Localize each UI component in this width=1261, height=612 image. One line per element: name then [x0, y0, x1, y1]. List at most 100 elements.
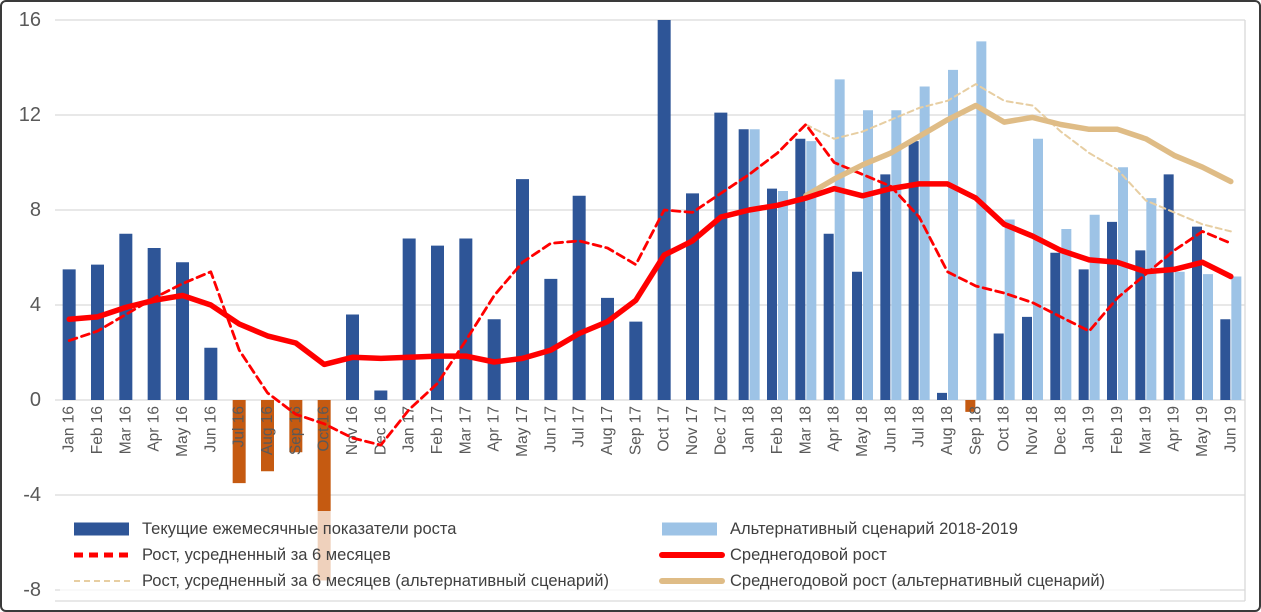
bar-alt-Jun18: [891, 110, 902, 400]
legend-label: Текущие ежемесячные показатели роста: [142, 520, 457, 538]
bar-current-Sep18: [965, 400, 976, 412]
x-tick-label: Feb 18: [769, 406, 786, 454]
y-tick-label: 4: [30, 294, 41, 316]
bar-alt-Apr18: [834, 79, 845, 400]
x-tick-label: Jan 18: [741, 406, 758, 453]
x-tick-label: Jun 17: [542, 406, 559, 453]
x-tick-label: Nov 16: [344, 406, 361, 455]
bar-alt-Jul18: [919, 86, 930, 400]
x-tick-label: May 19: [1194, 406, 1211, 457]
bar-current-Mar19: [1135, 250, 1146, 400]
y-tick-label: -8: [23, 579, 41, 601]
legend-swatch-current-bars: [74, 522, 129, 536]
bar-alt-May19: [1203, 274, 1213, 400]
legend-label: Рост, усредненный за 6 месяцев (альтерна…: [142, 572, 609, 590]
y-tick-label: 8: [30, 199, 41, 221]
bar-current-Jul17: [572, 195, 586, 400]
x-tick-label: Jan 19: [1081, 406, 1098, 453]
bar-current-Mar18: [795, 138, 806, 400]
y-tick-label: 0: [30, 389, 41, 411]
x-tick-label: May 16: [174, 406, 191, 457]
bar-current-Apr16: [147, 248, 161, 400]
bar-current-Jan16: [62, 269, 76, 400]
bar-alt-Feb19: [1118, 167, 1128, 400]
bar-current-Dec17: [714, 112, 728, 400]
bar-current-Feb17: [431, 245, 444, 400]
line-annual-avg-alt: [803, 102, 1234, 199]
bar-alt-Jun19: [1231, 276, 1242, 400]
bar-alt-Jan18: [749, 129, 760, 400]
x-tick-label: Apr 16: [146, 406, 163, 452]
bar-current-Jun19: [1220, 319, 1231, 400]
bar-alt-Jan19: [1089, 214, 1100, 400]
x-tick-label: Oct 18: [996, 406, 1013, 452]
line-annual-avg: [66, 181, 1234, 368]
x-tick-label: Aug 17: [599, 406, 616, 455]
bar-current-Jul18: [908, 141, 919, 400]
bar-current-May19: [1192, 226, 1202, 400]
bar-current-Mar16: [119, 233, 133, 400]
x-tick-label: Dec 17: [712, 406, 729, 455]
bar-current-Sep17: [629, 321, 643, 400]
bar-current-Apr18: [823, 233, 834, 400]
legend-label: Рост, усредненный за 6 месяцев: [142, 546, 391, 564]
x-tick-label: Nov 17: [684, 406, 701, 455]
x-tick-label: Apr 17: [486, 406, 503, 452]
bar-current-May17: [516, 179, 529, 400]
bar-alt-Dec18: [1061, 229, 1072, 400]
bar-alt-Oct18: [1004, 219, 1015, 400]
x-tick-label: Aug 18: [939, 406, 956, 455]
legend-label: Среднегодовой рост (альтернативный сцена…: [730, 572, 1105, 590]
bar-alt-Nov18: [1033, 138, 1043, 400]
x-tick-label: Mar 18: [797, 406, 814, 454]
x-tick-label: Oct 16: [316, 406, 333, 452]
bar-current-Feb18: [767, 188, 777, 400]
y-tick-label: 12: [19, 104, 41, 126]
line-6m-avg: [67, 123, 1233, 447]
x-tick-label: Apr 18: [826, 406, 843, 452]
bar-current-Dec18: [1050, 252, 1061, 400]
x-tick-label: Feb 19: [1109, 406, 1126, 454]
bar-current-Jul16: [232, 400, 246, 484]
bar-current-Apr19: [1163, 174, 1174, 400]
bar-current-Mar17: [459, 238, 473, 400]
x-tick-label: Jan 17: [401, 406, 418, 453]
bar-current-Jan18: [738, 129, 749, 400]
x-tick-label: Oct 17: [656, 406, 673, 452]
x-tick-label: May 18: [854, 406, 871, 457]
bar-alt-Mar19: [1146, 198, 1157, 400]
bar-current-Jun17: [544, 278, 558, 400]
bar-current-Oct18: [993, 333, 1004, 400]
x-tick-label: Jan 16: [61, 406, 78, 453]
x-tick-label: Feb 17: [429, 406, 446, 454]
bar-current-Feb19: [1107, 221, 1117, 400]
bar-current-Nov17: [686, 193, 699, 400]
x-tick-label: Jun 16: [202, 406, 219, 453]
bar-alt-Mar18: [806, 141, 817, 400]
legend-panel: [60, 511, 1160, 597]
x-tick-label: Mar 19: [1137, 406, 1154, 454]
x-tick-label: Dec 16: [372, 406, 389, 455]
bar-current-May18: [852, 271, 862, 400]
x-tick-label: Nov 18: [1024, 406, 1041, 455]
x-tick-label: Sep 16: [287, 406, 304, 455]
x-tick-label: Jun 18: [882, 406, 899, 453]
bar-alt-Apr19: [1174, 271, 1185, 400]
bar-alt-May18: [863, 110, 873, 400]
bar-current-Jun16: [204, 347, 218, 400]
y-tick-label: -4: [23, 484, 41, 506]
x-tick-label: Jun 19: [1222, 406, 1239, 453]
x-tick-label: Sep 17: [627, 406, 644, 455]
bar-current-Aug18: [937, 392, 947, 400]
bar-current-Dec16: [374, 390, 388, 400]
bar-current-Jan19: [1078, 269, 1089, 400]
bar-alt-Feb18: [778, 191, 788, 400]
x-tick-label: Jul 18: [911, 406, 928, 447]
x-tick-label: Apr 19: [1166, 406, 1183, 452]
x-tick-label: Jul 17: [571, 406, 588, 447]
bar-current-Jan17: [402, 238, 416, 400]
bar-alt-Aug18: [948, 69, 958, 400]
bar-current-Aug17: [601, 297, 614, 400]
